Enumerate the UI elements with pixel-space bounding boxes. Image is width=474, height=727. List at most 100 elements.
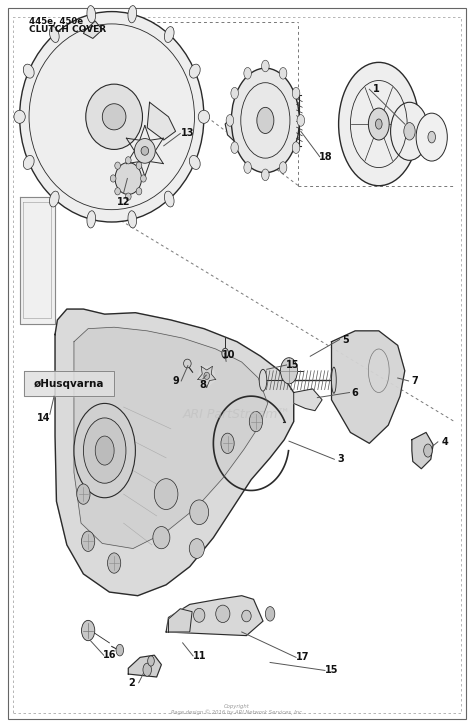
- Ellipse shape: [198, 111, 210, 124]
- Ellipse shape: [221, 433, 234, 454]
- Ellipse shape: [136, 188, 142, 195]
- Ellipse shape: [216, 605, 230, 622]
- Polygon shape: [55, 309, 294, 595]
- Text: 18: 18: [319, 152, 333, 161]
- Polygon shape: [168, 608, 192, 632]
- Text: 445e, 450e: 445e, 450e: [29, 17, 83, 25]
- Ellipse shape: [281, 358, 298, 384]
- Ellipse shape: [416, 113, 447, 161]
- Text: 10: 10: [222, 350, 235, 360]
- Ellipse shape: [102, 104, 126, 130]
- Text: CLUTCH COVER: CLUTCH COVER: [29, 25, 106, 33]
- Ellipse shape: [262, 169, 269, 180]
- Polygon shape: [147, 103, 175, 140]
- Ellipse shape: [164, 191, 174, 207]
- Polygon shape: [412, 433, 433, 469]
- Ellipse shape: [83, 418, 126, 483]
- Ellipse shape: [331, 367, 336, 393]
- Ellipse shape: [231, 68, 300, 173]
- Ellipse shape: [128, 211, 137, 228]
- Ellipse shape: [292, 142, 300, 153]
- Ellipse shape: [136, 162, 142, 169]
- Ellipse shape: [259, 369, 267, 391]
- Text: ARI PartStream™: ARI PartStream™: [183, 408, 291, 421]
- Text: 15: 15: [325, 665, 338, 675]
- Ellipse shape: [19, 12, 204, 222]
- Polygon shape: [83, 21, 102, 39]
- Ellipse shape: [143, 663, 152, 676]
- Ellipse shape: [257, 108, 274, 134]
- Ellipse shape: [87, 211, 96, 228]
- Ellipse shape: [244, 161, 251, 173]
- Ellipse shape: [193, 608, 205, 622]
- Ellipse shape: [189, 539, 204, 558]
- Text: 14: 14: [36, 413, 50, 423]
- Ellipse shape: [428, 132, 436, 143]
- Ellipse shape: [190, 500, 209, 525]
- Ellipse shape: [279, 161, 287, 173]
- Polygon shape: [207, 379, 216, 387]
- Ellipse shape: [23, 64, 34, 78]
- Ellipse shape: [249, 411, 263, 432]
- Text: 16: 16: [103, 650, 116, 660]
- Text: øHusqvarna: øHusqvarna: [34, 379, 104, 389]
- Ellipse shape: [115, 163, 142, 194]
- Ellipse shape: [14, 111, 25, 124]
- Ellipse shape: [153, 526, 170, 549]
- Ellipse shape: [391, 103, 428, 161]
- Ellipse shape: [116, 644, 124, 656]
- Ellipse shape: [141, 174, 146, 182]
- Ellipse shape: [148, 656, 155, 666]
- Ellipse shape: [155, 478, 178, 510]
- Ellipse shape: [189, 156, 200, 169]
- Ellipse shape: [297, 115, 305, 126]
- Polygon shape: [294, 389, 322, 411]
- Text: 15: 15: [286, 360, 300, 370]
- Ellipse shape: [49, 27, 59, 42]
- Polygon shape: [74, 327, 268, 549]
- Polygon shape: [24, 371, 114, 396]
- Ellipse shape: [115, 162, 120, 169]
- Ellipse shape: [204, 372, 210, 379]
- Text: 4: 4: [442, 437, 448, 447]
- Text: Copyright
Page design © 2016 by ARI Network Services, Inc.: Copyright Page design © 2016 by ARI Netw…: [171, 704, 303, 715]
- Text: 5: 5: [342, 334, 349, 345]
- Ellipse shape: [404, 123, 415, 140]
- Ellipse shape: [126, 193, 131, 200]
- Ellipse shape: [368, 108, 389, 140]
- Ellipse shape: [226, 115, 234, 126]
- Ellipse shape: [135, 139, 155, 164]
- Ellipse shape: [74, 403, 136, 498]
- Text: 3: 3: [337, 454, 344, 465]
- Ellipse shape: [338, 63, 419, 185]
- Text: 9: 9: [172, 376, 179, 386]
- Ellipse shape: [292, 87, 300, 99]
- Ellipse shape: [82, 531, 95, 552]
- Ellipse shape: [82, 620, 95, 640]
- Text: 13: 13: [181, 129, 194, 138]
- Polygon shape: [19, 196, 55, 324]
- Text: 7: 7: [411, 376, 418, 386]
- Ellipse shape: [222, 348, 228, 358]
- Ellipse shape: [231, 142, 238, 153]
- Ellipse shape: [77, 484, 90, 505]
- Ellipse shape: [110, 174, 116, 182]
- Ellipse shape: [23, 156, 34, 169]
- Polygon shape: [198, 379, 207, 387]
- Text: 2: 2: [129, 678, 136, 688]
- Polygon shape: [201, 366, 212, 370]
- Ellipse shape: [128, 6, 137, 23]
- Polygon shape: [225, 92, 275, 146]
- Polygon shape: [211, 366, 216, 379]
- Ellipse shape: [87, 6, 96, 23]
- Ellipse shape: [244, 68, 251, 79]
- Text: 6: 6: [352, 387, 358, 398]
- Text: 12: 12: [117, 198, 130, 207]
- Ellipse shape: [424, 444, 432, 457]
- Ellipse shape: [141, 147, 149, 156]
- Ellipse shape: [265, 606, 275, 621]
- Ellipse shape: [189, 64, 200, 78]
- Polygon shape: [198, 366, 202, 379]
- Ellipse shape: [375, 119, 382, 129]
- Ellipse shape: [115, 188, 120, 195]
